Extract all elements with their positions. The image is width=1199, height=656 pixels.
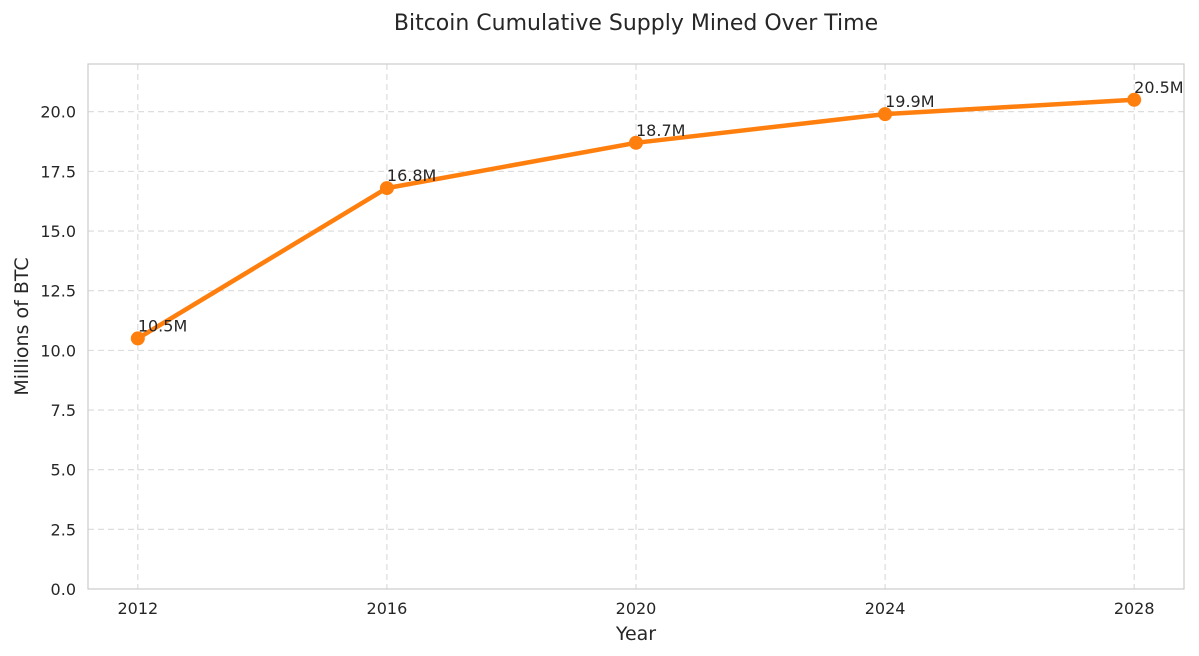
series-layer: 10.5M 16.8M 18.7M 19.9M 20.5M [130, 78, 1184, 346]
data-label: 18.7M [636, 121, 685, 140]
data-label: 16.8M [387, 166, 436, 185]
y-tick-label: 15.0 [40, 222, 76, 241]
y-tick-label: 12.5 [40, 282, 76, 301]
x-tick-label: 2016 [367, 599, 408, 618]
y-axis-ticks: 0.0 2.5 5.0 7.5 10.0 12.5 15.0 17.5 20.0 [40, 103, 76, 599]
data-label: 10.5M [138, 316, 187, 335]
y-tick-label: 10.0 [40, 341, 76, 360]
chart-title: Bitcoin Cumulative Supply Mined Over Tim… [394, 11, 878, 36]
y-tick-label: 2.5 [51, 520, 76, 539]
x-tick-label: 2020 [616, 599, 657, 618]
x-axis-label: Year [615, 623, 656, 645]
y-tick-label: 5.0 [51, 461, 76, 480]
data-label: 20.5M [1134, 78, 1183, 97]
data-point [1127, 92, 1142, 107]
data-label: 19.9M [885, 92, 934, 111]
x-axis-ticks: 2012 2016 2020 2024 2028 [117, 599, 1154, 618]
plot-frame [87, 63, 1185, 590]
y-axis-label: Millions of BTC [11, 257, 33, 395]
x-tick-label: 2012 [117, 599, 158, 618]
grid-lines [88, 64, 1184, 590]
y-tick-label: 7.5 [51, 401, 76, 420]
x-tick-label: 2028 [1114, 599, 1155, 618]
y-tick-label: 17.5 [40, 162, 76, 181]
data-point [379, 181, 394, 196]
x-tick-label: 2024 [865, 599, 906, 618]
y-tick-label: 20.0 [40, 103, 76, 122]
data-point [878, 107, 893, 122]
data-point [629, 135, 643, 150]
y-tick-label: 0.0 [51, 580, 76, 599]
data-point [130, 331, 145, 346]
